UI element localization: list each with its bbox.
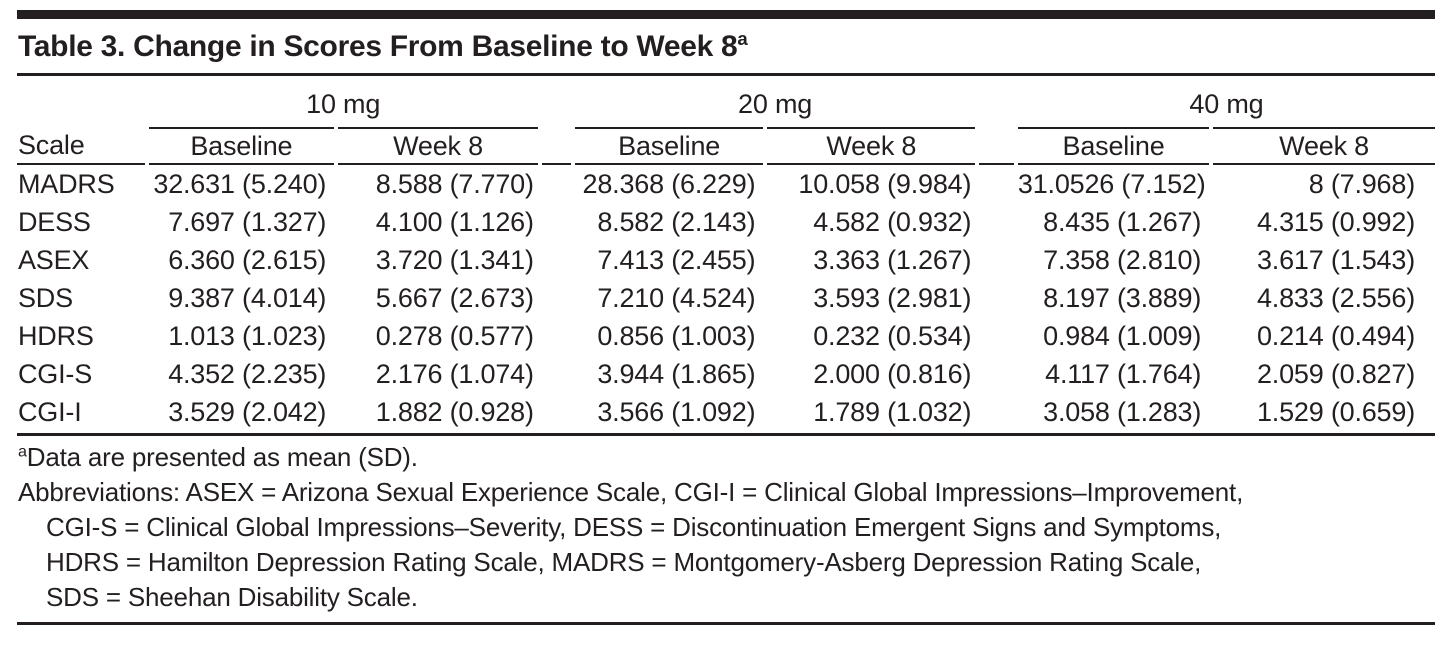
value-cell: 28.368 (6.229): [582, 168, 756, 199]
value-cell: 3.058 (1.283): [1043, 396, 1202, 427]
scale-label: CGI-S: [18, 358, 93, 389]
table-page: Table 3. Change in Scores From Baseline …: [13, 10, 1439, 625]
value-cell: 8.197 (3.889): [1043, 282, 1202, 313]
footnote-note-text: Data are presented as mean (SD).: [26, 442, 418, 472]
value-cell: 4.582 (0.932): [813, 206, 972, 237]
footnote-mean-sd: aData are presented as mean (SD).: [18, 440, 1435, 475]
dose-group-40mg: 40 mg: [1189, 89, 1264, 119]
dose-group-20mg: 20 mg: [738, 89, 813, 119]
value-cell: 2.176 (1.074): [375, 358, 534, 389]
value-cell: 1.013 (1.023): [168, 320, 327, 351]
column-header-40mg-baseline: Baseline: [1017, 127, 1210, 165]
table-row-cgi-i: CGI-I 3.529 (2.042) 1.882 (0.928) 3.566 …: [17, 393, 1435, 431]
value-cell: 2.000 (0.816): [813, 358, 972, 389]
value-cell: 8.582 (2.143): [597, 206, 756, 237]
scale-label: ASEX: [18, 244, 90, 275]
scale-label: SDS: [18, 282, 73, 313]
value-cell: 2.059 (0.827): [1256, 358, 1415, 389]
value-cell: 9.387 (4.014): [168, 282, 327, 313]
footnote-separator-rule: [17, 433, 1435, 436]
value-cell: 0.856 (1.003): [597, 320, 756, 351]
value-cell: 4.100 (1.126): [375, 206, 534, 237]
value-cell: 0.232 (0.534): [813, 320, 972, 351]
value-cell: 4.352 (2.235): [168, 358, 327, 389]
table-row-hdrs: HDRS 1.013 (1.023) 0.278 (0.577) 0.856 (…: [17, 317, 1435, 355]
table-row-sds: SDS 9.387 (4.014) 5.667 (2.673) 7.210 (4…: [17, 279, 1435, 317]
value-cell: 7.358 (2.810): [1043, 244, 1202, 275]
value-cell: 1.789 (1.032): [813, 396, 972, 427]
value-cell: 3.720 (1.341): [375, 244, 534, 275]
dose-group-gap: [979, 76, 1014, 127]
value-cell: 1.529 (0.659): [1256, 396, 1415, 427]
value-cell: 4.117 (1.764): [1045, 358, 1202, 389]
table-row-madrs: MADRS 32.631 (5.240) 8.588 (7.770) 28.36…: [17, 165, 1435, 203]
scale-label: MADRS: [18, 168, 115, 199]
dose-group-header-row: 10 mg 20 mg 40 mg: [17, 76, 1435, 127]
column-header-10mg-baseline: Baseline: [148, 127, 335, 165]
table-title-text: Table 3. Change in Scores From Baseline …: [18, 30, 738, 63]
top-rule: [17, 10, 1435, 19]
abbreviations-line-1: Abbreviations: ASEX = Arizona Sexual Exp…: [18, 477, 1244, 507]
value-cell: 8.588 (7.770): [375, 168, 534, 199]
value-cell: 0.984 (1.009): [1043, 320, 1202, 351]
value-cell: 7.413 (2.455): [597, 244, 756, 275]
column-header-gap: [541, 127, 571, 165]
value-cell: 3.593 (2.981): [813, 282, 972, 313]
dose-group-spacer: [17, 76, 145, 127]
scale-label: CGI-I: [18, 396, 82, 427]
value-cell: 7.697 (1.327): [168, 206, 327, 237]
footnote-marker: a: [18, 442, 27, 461]
table-row-asex: ASEX 6.360 (2.615) 3.720 (1.341) 7.413 (…: [17, 241, 1435, 279]
abbreviations-line-2: CGI-S = Clinical Global Impressions–Seve…: [46, 512, 1222, 542]
value-cell: 10.058 (9.984): [798, 168, 972, 199]
dose-group-10mg: 10 mg: [306, 89, 381, 119]
value-cell: 5.667 (2.673): [375, 282, 534, 313]
table-title-superscript: a: [737, 28, 748, 49]
scale-label: DESS: [18, 206, 91, 237]
value-cell: 1.882 (0.928): [375, 396, 534, 427]
dose-group-gap: [542, 76, 571, 127]
value-cell: 8 (7.968): [1308, 168, 1415, 199]
value-cell: 8.435 (1.267): [1043, 206, 1202, 237]
abbreviations-line-3: HDRS = Hamilton Depression Rating Scale,…: [46, 547, 1202, 577]
value-cell: 3.566 (1.092): [597, 396, 756, 427]
bottom-rule: [17, 622, 1435, 625]
footnotes: aData are presented as mean (SD). Abbrev…: [17, 436, 1435, 615]
column-header-20mg-week8: Week 8: [767, 127, 976, 165]
table-row-cgi-s: CGI-S 4.352 (2.235) 2.176 (1.074) 3.944 …: [17, 355, 1435, 393]
column-header-20mg-baseline: Baseline: [574, 127, 764, 165]
value-cell: 4.315 (0.992): [1256, 206, 1415, 237]
value-cell: 31.0526 (7.152): [1017, 168, 1206, 199]
column-header-scale: Scale: [17, 127, 145, 165]
column-header-row: Scale Baseline Week 8 Baseline Week 8 Ba…: [17, 127, 1435, 165]
value-cell: 6.360 (2.615): [168, 244, 327, 275]
value-cell: 0.214 (0.494): [1256, 320, 1415, 351]
column-header-10mg-week8: Week 8: [338, 127, 538, 165]
value-cell: 32.631 (5.240): [153, 168, 327, 199]
table-row-dess: DESS 7.697 (1.327) 4.100 (1.126) 8.582 (…: [17, 203, 1435, 241]
scores-table: 10 mg 20 mg 40 mg Scale Baseline Week 8 …: [13, 76, 1439, 431]
value-cell: 7.210 (4.524): [597, 282, 756, 313]
column-header-40mg-week8: Week 8: [1213, 127, 1435, 165]
value-cell: 3.944 (1.865): [597, 358, 756, 389]
scale-label: HDRS: [18, 320, 94, 351]
value-cell: 3.617 (1.543): [1256, 244, 1415, 275]
value-cell: 4.833 (2.556): [1256, 282, 1415, 313]
column-header-gap: [979, 127, 1014, 165]
abbreviations-line-4: SDS = Sheehan Disability Scale.: [46, 582, 418, 612]
table-title: Table 3. Change in Scores From Baseline …: [17, 19, 1435, 76]
value-cell: 3.529 (2.042): [168, 396, 327, 427]
value-cell: 3.363 (1.267): [813, 244, 972, 275]
value-cell: 0.278 (0.577): [375, 320, 534, 351]
